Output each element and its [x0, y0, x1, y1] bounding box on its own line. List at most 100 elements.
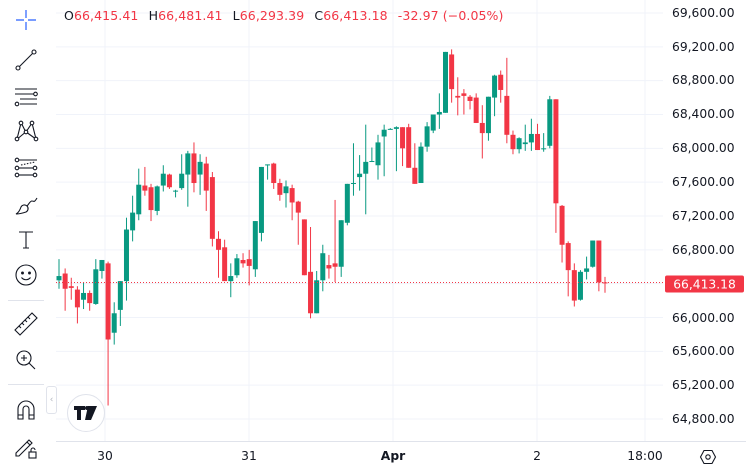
text-tool[interactable] [9, 222, 43, 256]
low-key: L [232, 8, 240, 23]
candle [320, 244, 326, 292]
candle [252, 221, 258, 277]
candle [265, 164, 271, 180]
candle [357, 155, 363, 191]
candle [455, 77, 461, 116]
time-tick: 2 [533, 449, 541, 463]
candle [185, 150, 191, 207]
candle [547, 95, 553, 149]
candle [203, 156, 209, 211]
emoji-icon [15, 264, 37, 286]
candle [492, 74, 498, 117]
collapse-toolbar-button[interactable]: ‹ [46, 386, 57, 414]
price-tick: 66,800.00 [672, 243, 735, 257]
prediction-tool[interactable] [9, 151, 43, 185]
price-axis[interactable]: 69,600.00 69,200.00 68,800.00 68,400.00 … [663, 0, 746, 441]
trend-line-tool[interactable] [9, 43, 43, 77]
candle [117, 281, 123, 326]
candle [584, 256, 590, 280]
candle [277, 178, 283, 201]
candle [541, 133, 547, 152]
candle [375, 134, 381, 180]
candle [577, 270, 583, 301]
patterns-tool[interactable] [9, 114, 43, 148]
change-value: -32.97 (−0.05%) [397, 8, 504, 23]
candle [160, 165, 166, 192]
candle [87, 290, 93, 311]
candle [516, 137, 522, 154]
candle [295, 200, 301, 245]
brush-icon [15, 197, 38, 215]
toolbar-divider [8, 300, 44, 301]
candle [148, 183, 154, 222]
price-tick: 69,600.00 [672, 6, 735, 20]
close-key: C [314, 8, 324, 23]
magnet-icon [17, 400, 35, 420]
candle [99, 259, 105, 279]
forecast-icon [14, 157, 38, 178]
candle [68, 277, 74, 300]
candle [449, 49, 455, 103]
zoom-in-icon [16, 350, 36, 370]
candle [467, 95, 473, 110]
candle [136, 168, 142, 221]
candle [166, 173, 172, 189]
candle [381, 124, 387, 177]
time-tick: Apr [380, 449, 406, 463]
candle [271, 162, 277, 189]
candle [430, 114, 436, 134]
candle [528, 118, 534, 151]
magnet-tool[interactable] [9, 393, 43, 427]
candle [191, 142, 197, 193]
candle [479, 105, 485, 159]
candlestick-chart[interactable] [56, 0, 663, 441]
price-tick: 68,400.00 [672, 107, 735, 121]
candle [424, 122, 430, 152]
candle [473, 93, 479, 123]
candle [289, 184, 295, 221]
time-tick: 31 [241, 449, 257, 463]
candle [93, 259, 99, 305]
xabcd-pattern-icon [14, 120, 39, 142]
last-price-badge: 66,413.18 [665, 275, 744, 293]
price-tick: 69,200.00 [672, 40, 735, 54]
candle [406, 123, 412, 168]
candle [504, 57, 510, 144]
brush-tool[interactable] [9, 188, 43, 222]
candle [535, 123, 541, 151]
candle [197, 154, 203, 195]
candle [436, 93, 442, 129]
time-axis[interactable]: 30 31 Apr 2 18:00 [56, 441, 746, 471]
fib-retracement-icon [14, 88, 38, 107]
candle [142, 166, 148, 196]
fib-retracement-tool[interactable] [9, 79, 43, 113]
candle [308, 226, 314, 319]
candle [369, 147, 375, 163]
drawing-toolbar [0, 0, 52, 470]
high-value: 66,481.41 [158, 8, 223, 23]
price-tick: 67,200.00 [672, 209, 735, 223]
lock-drawings-tool[interactable] [9, 430, 43, 464]
price-tick: 67,600.00 [672, 175, 735, 189]
candle [461, 89, 467, 115]
crosshair-tool[interactable] [9, 3, 43, 37]
time-tick: 30 [97, 449, 113, 463]
price-tick: 68,000.00 [672, 141, 735, 155]
text-icon [19, 231, 33, 249]
toolbar-divider [8, 384, 44, 385]
tradingview-logo[interactable] [67, 394, 105, 432]
chart-settings-icon[interactable] [699, 448, 717, 466]
zoom-in-tool[interactable] [9, 343, 43, 377]
candle [62, 268, 68, 311]
measure-tool[interactable] [9, 307, 43, 341]
high-key: H [148, 8, 159, 23]
candle [234, 254, 240, 278]
candle [522, 124, 528, 151]
candle [81, 281, 87, 310]
open-key: O [64, 8, 74, 23]
close-value: 66,413.18 [323, 8, 388, 23]
icons-tool[interactable] [9, 258, 43, 292]
candle [387, 128, 393, 130]
candle [56, 259, 62, 289]
candle [510, 130, 516, 155]
